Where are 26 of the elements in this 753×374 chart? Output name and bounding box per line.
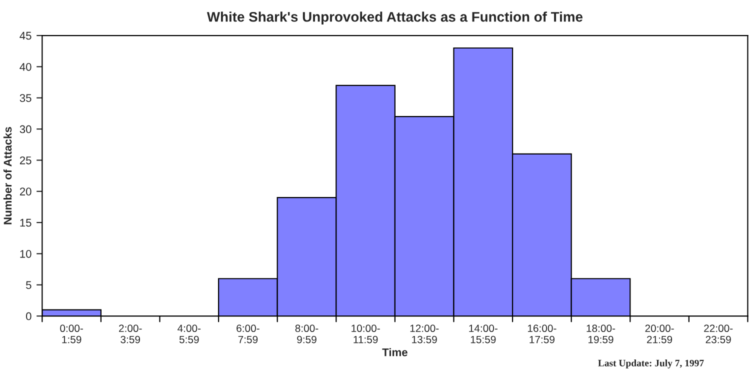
y-tick-label: 45 xyxy=(20,32,32,40)
x-tick-label: 18:00- 19:59 xyxy=(586,324,616,344)
x-tick-label: 20:00- 21:59 xyxy=(645,324,674,344)
y-tick-label: 40 xyxy=(20,62,32,71)
x-axis-title: Time xyxy=(382,348,408,356)
x-tick-label: 16:00- 17:59 xyxy=(528,324,556,344)
y-tick-label: 25 xyxy=(20,156,32,164)
y-tick-label: 20 xyxy=(20,188,32,196)
y-tick-label: 10 xyxy=(20,250,32,258)
x-tick-label: 0:00- 1:59 xyxy=(60,324,83,344)
x-tick-label: 10:00- 11:59 xyxy=(352,324,380,344)
x-tick-label: 8:00- 9:59 xyxy=(295,324,318,344)
y-tick-label: 30 xyxy=(20,125,32,134)
y-tick-label: 5 xyxy=(26,281,32,289)
y-tick-label: 35 xyxy=(20,94,32,102)
x-tick-label: 14:00- 15:59 xyxy=(469,324,498,344)
y-axis-title: Number of Attacks xyxy=(3,127,12,224)
x-tick-label: 22:00- 23:59 xyxy=(704,324,733,344)
chart-title: White Shark's Unprovoked Attacks as a Function of Time xyxy=(206,12,583,25)
x-tick-label: 4:00- 5:59 xyxy=(178,324,201,344)
y-tick-label: 0 xyxy=(26,312,32,320)
x-tick-label: 6:00- 7:59 xyxy=(236,324,260,344)
x-tick-label: 2:00- 3:59 xyxy=(119,324,142,344)
y-tick-label: 15 xyxy=(20,218,32,227)
x-tick-label: 12:00- 13:59 xyxy=(410,324,439,344)
text: Last Update: July 7, 1997 xyxy=(598,360,704,368)
